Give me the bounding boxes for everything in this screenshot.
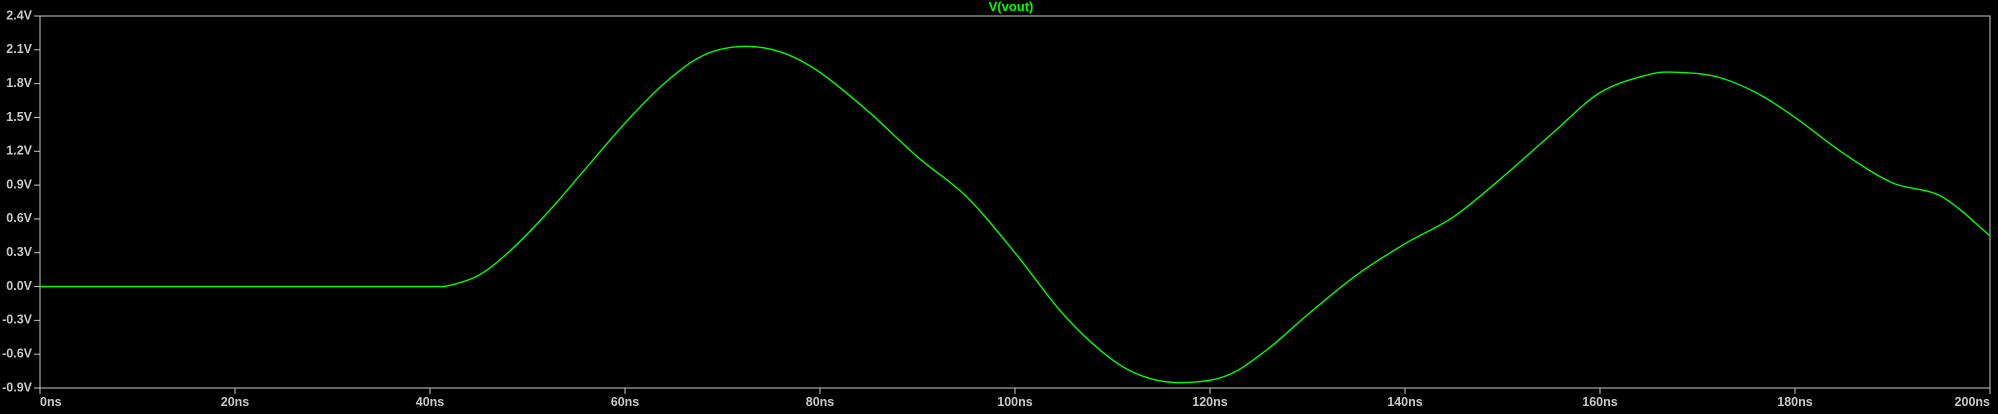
y-tick-label: 0.3V — [6, 245, 32, 259]
y-tick-label: 1.8V — [6, 76, 32, 90]
x-tick-label: 60ns — [611, 395, 640, 409]
x-tick-label: 120ns — [1192, 395, 1227, 409]
trace-vout[interactable] — [40, 45, 1991, 384]
x-axis[interactable]: 0ns 20ns 40ns 60ns 80ns 100ns 120ns 140ns 160ns 1… — [39, 388, 1991, 409]
plot-title[interactable]: V(vout) — [989, 0, 1034, 14]
y-tick-label: -0.9V — [2, 380, 33, 394]
x-tick-label: 20ns — [221, 395, 250, 409]
y-tick-label: 1.5V — [6, 110, 32, 124]
y-tick-label: 0.0V — [6, 279, 32, 293]
y-tick-label: 2.1V — [6, 42, 32, 56]
y-tick-label: 0.6V — [6, 211, 32, 225]
x-tick-label: 0ns — [40, 395, 62, 409]
x-tick-label: 200ns — [1955, 395, 1990, 409]
y-tick-label: 2.4V — [6, 8, 32, 22]
y-tick-label: 1.2V — [6, 144, 32, 158]
y-tick-label: -0.6V — [2, 346, 33, 360]
x-tick-label: 140ns — [1387, 395, 1422, 409]
y-tick-label: -0.3V — [2, 313, 33, 327]
x-tick-label: 100ns — [997, 395, 1032, 409]
x-tick-label: 160ns — [1582, 395, 1617, 409]
x-tick-label: 40ns — [416, 395, 445, 409]
y-tick-label: 0.9V — [6, 177, 32, 191]
x-tick-label: 80ns — [806, 395, 835, 409]
plot-frame — [39, 15, 1991, 389]
x-tick-label: 180ns — [1777, 395, 1812, 409]
y-axis[interactable]: 2.4V 2.1V 1.8V 1.5V 1.2V 0.9V 0.6V 0.3V 0.0V -0.3… — [2, 8, 40, 394]
